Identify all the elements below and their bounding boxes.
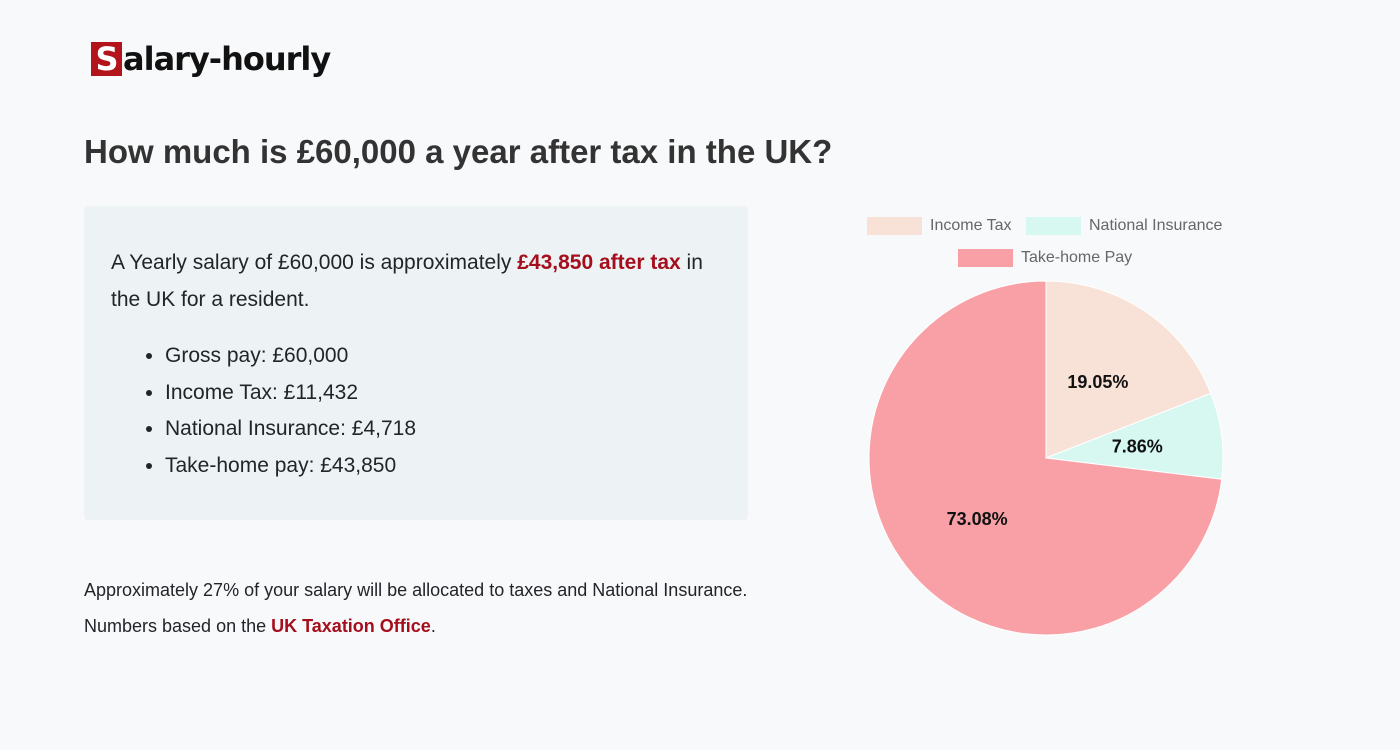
list-item-income-tax: Income Tax: £11,432: [165, 375, 416, 412]
pie-slice-take-home-pay[interactable]: [868, 280, 1223, 636]
list-item-gross: Gross pay: £60,000: [165, 338, 416, 375]
legend-swatch: [1026, 217, 1081, 235]
footer-source: Numbers based on the UK Taxation Office.: [84, 616, 436, 637]
legend-label: Income Tax: [930, 217, 1012, 234]
source-post: .: [430, 616, 436, 636]
list-item-ni: National Insurance: £4,718: [165, 411, 416, 448]
legend-label: Take-home Pay: [1021, 249, 1133, 266]
pie-label: 73.08%: [947, 509, 1008, 529]
take-home-highlight: £43,850 after tax: [517, 251, 681, 274]
breakdown-list: Gross pay: £60,000 Income Tax: £11,432 N…: [138, 338, 416, 484]
legend-swatch: [867, 217, 922, 235]
summary-text: A Yearly salary of £60,000 is approximat…: [111, 244, 731, 318]
page-title: How much is £60,000 a year after tax in …: [84, 133, 833, 170]
logo-mark: S: [91, 40, 122, 78]
summary-pre: A Yearly salary of £60,000 is approximat…: [111, 251, 518, 274]
pie-label: 19.05%: [1067, 372, 1128, 392]
legend-income-tax[interactable]: Income Tax: [867, 217, 1012, 235]
pie-label: 7.86%: [1112, 436, 1163, 456]
uk-taxation-office-link[interactable]: UK Taxation Office: [271, 616, 431, 636]
list-item-take-home: Take-home pay: £43,850: [165, 448, 416, 485]
logo-text: alary-hourly: [123, 40, 331, 78]
source-pre: Numbers based on the: [84, 616, 272, 636]
legend-take-home[interactable]: Take-home Pay: [958, 249, 1132, 267]
legend-label: National Insurance: [1089, 217, 1223, 234]
summary-card: A Yearly salary of £60,000 is approximat…: [84, 206, 748, 520]
pie-slice-income-tax[interactable]: [1045, 280, 1212, 459]
logo[interactable]: S alary-hourly: [91, 40, 331, 78]
footer-note: Approximately 27% of your salary will be…: [84, 580, 748, 600]
legend-swatch: [958, 249, 1013, 267]
legend-national-insurance[interactable]: National Insurance: [1026, 217, 1222, 235]
summary-post: in the UK for a resident.: [111, 251, 703, 311]
